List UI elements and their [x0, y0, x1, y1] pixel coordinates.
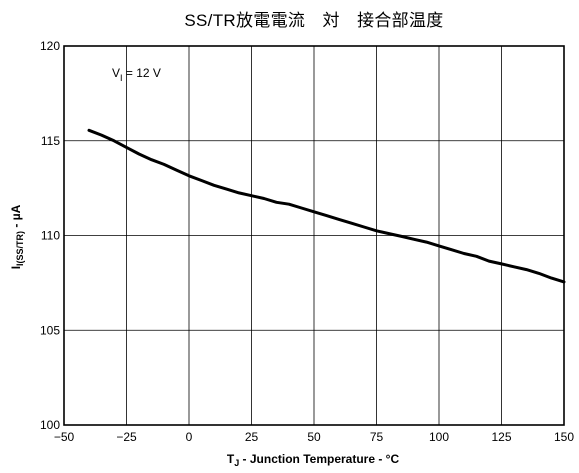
chart-title: SS/TR放電電流 対 接合部温度: [184, 11, 444, 30]
y-tick-label: 100: [40, 418, 60, 432]
voltage-annotation: VI = 12 V: [112, 66, 161, 83]
y-tick-label: 105: [40, 323, 60, 337]
y-tick-labels: 100 105 110 115 120: [40, 39, 60, 432]
x-axis-label: TJ - Junction Temperature - °C: [227, 452, 400, 468]
y-tick-label: 120: [40, 39, 60, 53]
y-tick-label: 115: [41, 134, 60, 148]
plot-frame: [63, 45, 565, 426]
x-tick-label: 150: [554, 430, 574, 444]
x-tick-label: 125: [491, 430, 511, 444]
x-tick-label: 100: [429, 430, 449, 444]
x-tick-label: 0: [186, 430, 193, 444]
series-line: [87, 128, 566, 284]
x-tick-label: −50: [54, 430, 75, 444]
y-tick-label: 110: [41, 229, 60, 243]
series-line-layer: [87, 128, 566, 284]
grid-lines: [63, 45, 565, 426]
x-tick-label: 25: [245, 430, 259, 444]
y-axis-label: II(SS/TR) - µA: [9, 204, 25, 269]
x-tick-label: −25: [116, 430, 137, 444]
x-tick-label: 75: [370, 430, 384, 444]
x-tick-label: 50: [307, 430, 321, 444]
x-tick-labels: −50 −25 0 25 50 75 100 125 150: [54, 430, 575, 444]
